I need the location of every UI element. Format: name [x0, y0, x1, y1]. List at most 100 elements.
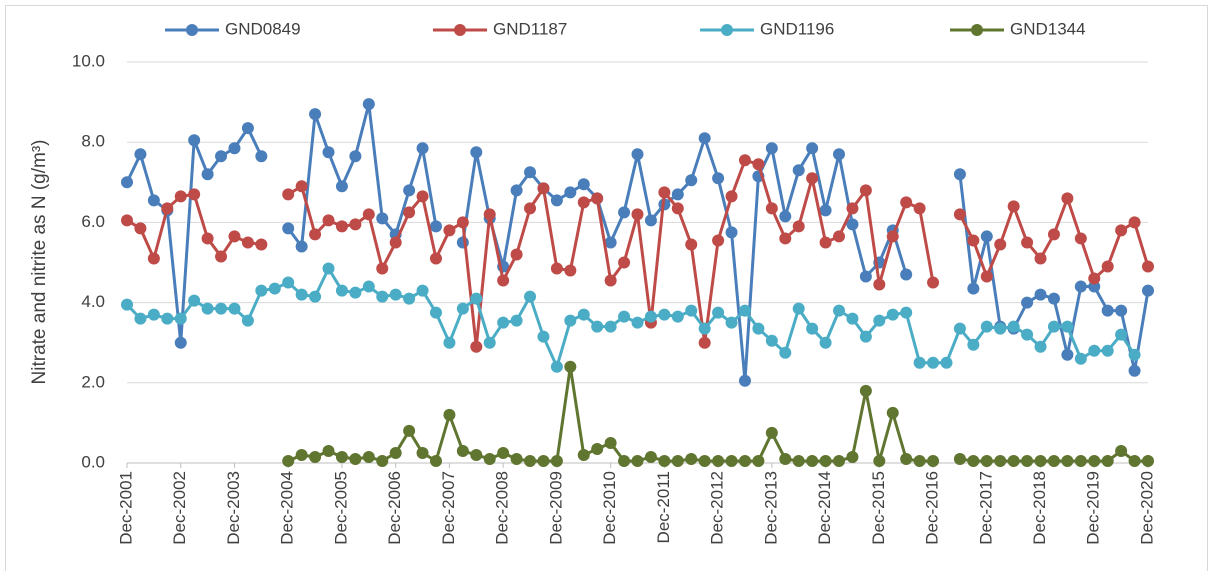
- data-point: [927, 356, 940, 369]
- data-point: [671, 202, 684, 215]
- x-tick-label: Dec-2004: [278, 471, 297, 545]
- data-point: [376, 262, 389, 275]
- data-point: [806, 454, 819, 467]
- data-point: [295, 240, 308, 253]
- data-point: [524, 202, 537, 215]
- data-point: [1115, 304, 1128, 317]
- data-point: [376, 212, 389, 225]
- data-point: [738, 304, 751, 317]
- data-point: [712, 234, 725, 247]
- data-point: [859, 384, 872, 397]
- data-point: [389, 446, 402, 459]
- data-point: [980, 230, 993, 243]
- data-point: [1128, 348, 1141, 361]
- data-point: [1007, 454, 1020, 467]
- data-point: [725, 190, 738, 203]
- data-point: [483, 208, 496, 221]
- data-point: [483, 452, 496, 465]
- data-point: [900, 452, 913, 465]
- data-point: [416, 190, 429, 203]
- data-point: [241, 236, 254, 249]
- data-point: [470, 146, 483, 159]
- data-point: [712, 172, 725, 185]
- data-point: [1115, 444, 1128, 457]
- data-point: [859, 270, 872, 283]
- data-point: [618, 454, 631, 467]
- data-point: [846, 202, 859, 215]
- data-point: [685, 304, 698, 317]
- data-point: [994, 454, 1007, 467]
- data-point: [1021, 328, 1034, 341]
- data-point: [121, 176, 133, 189]
- data-point: [980, 270, 993, 283]
- data-point: [886, 230, 899, 243]
- data-point: [900, 268, 913, 281]
- data-point: [604, 320, 617, 333]
- data-point: [779, 346, 792, 359]
- data-point: [282, 188, 295, 201]
- data-point: [819, 336, 832, 349]
- data-point: [295, 288, 308, 301]
- data-point: [537, 454, 550, 467]
- y-tick-label: 0.0: [81, 452, 105, 471]
- data-point: [846, 312, 859, 325]
- x-tick-label: Dec-2013: [761, 471, 780, 545]
- data-point: [644, 214, 657, 227]
- data-point: [470, 448, 483, 461]
- x-tick-label: Dec-2018: [1030, 471, 1049, 545]
- data-point: [1061, 454, 1074, 467]
- data-point: [349, 150, 362, 163]
- data-point: [349, 286, 362, 299]
- data-point: [228, 230, 241, 243]
- data-point: [967, 282, 980, 295]
- data-point: [913, 454, 926, 467]
- data-point: [738, 454, 751, 467]
- data-point: [792, 454, 805, 467]
- data-point: [134, 148, 147, 161]
- data-point: [335, 180, 348, 193]
- data-point: [846, 218, 859, 231]
- x-tick-label: Dec-2017: [976, 471, 995, 545]
- data-point: [147, 194, 160, 207]
- data-point: [510, 314, 523, 327]
- data-point: [738, 374, 751, 387]
- x-tick-label: Dec-2002: [170, 471, 189, 545]
- data-point: [792, 302, 805, 315]
- data-point: [1088, 344, 1101, 357]
- data-point: [873, 278, 886, 291]
- data-point: [147, 308, 160, 321]
- data-point: [456, 302, 469, 315]
- data-point: [241, 314, 254, 327]
- data-point: [335, 220, 348, 233]
- data-point: [604, 236, 617, 249]
- data-point: [765, 202, 778, 215]
- data-point: [698, 336, 711, 349]
- data-point: [671, 188, 684, 201]
- data-point: [779, 210, 792, 223]
- data-point: [1088, 454, 1101, 467]
- data-point: [550, 262, 563, 275]
- x-tick-label: Dec-2005: [331, 471, 350, 545]
- data-point: [456, 216, 469, 229]
- data-point: [1047, 292, 1060, 305]
- data-point: [886, 308, 899, 321]
- data-point: [188, 294, 201, 307]
- data-point: [403, 424, 416, 437]
- data-point: [644, 450, 657, 463]
- x-tick-label: Dec-2011: [654, 471, 673, 543]
- data-point: [309, 228, 322, 241]
- data-point: [497, 274, 510, 287]
- x-tick-label: Dec-2020: [1137, 471, 1156, 545]
- data-point: [1021, 236, 1034, 249]
- data-point: [658, 454, 671, 467]
- data-point: [564, 360, 577, 373]
- data-point: [228, 302, 241, 315]
- data-point: [1061, 192, 1074, 205]
- data-point: [765, 142, 778, 155]
- data-point: [147, 252, 160, 265]
- data-point: [980, 320, 993, 333]
- data-point: [309, 450, 322, 463]
- data-point: [644, 310, 657, 323]
- data-point: [752, 158, 765, 171]
- x-tick-label: Dec-2007: [439, 471, 458, 545]
